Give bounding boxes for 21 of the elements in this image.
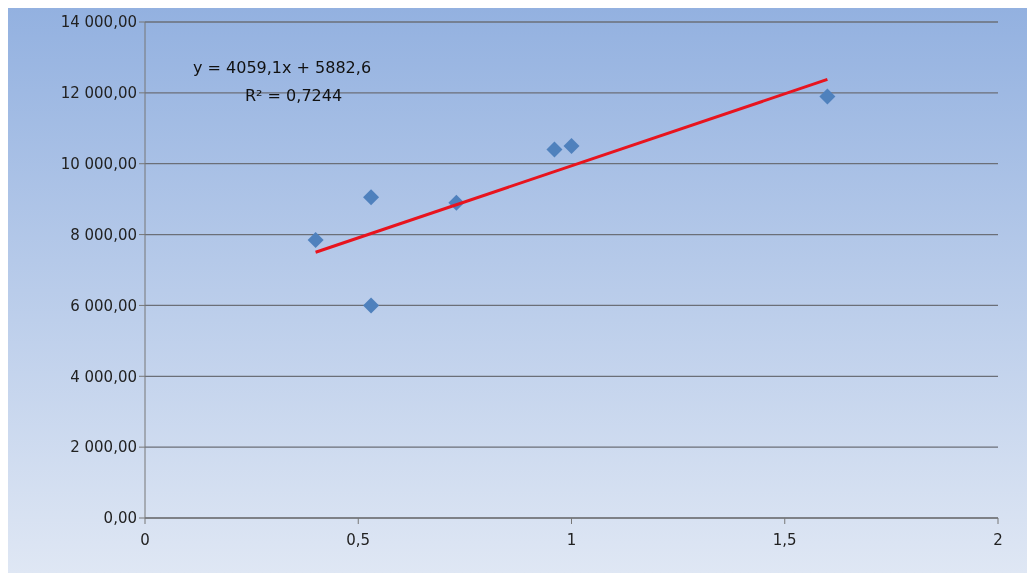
- point: [546, 141, 563, 158]
- y-tick-label: 4 000,00: [70, 367, 137, 386]
- y-tick-label: 0,00: [103, 509, 137, 528]
- point: [307, 231, 324, 248]
- point: [363, 297, 380, 314]
- y-tick-label: 10 000,00: [60, 155, 137, 174]
- y-tick-label: 6 000,00: [70, 296, 137, 315]
- annotation: y = 4059,1x + 5882,6: [193, 58, 372, 77]
- x-tick-label: 0: [140, 530, 150, 549]
- point: [363, 189, 380, 206]
- x-tick-label: 2: [993, 530, 1003, 549]
- x-tick-label: 0,5: [346, 530, 371, 549]
- y-tick-label: 8 000,00: [70, 225, 137, 244]
- point: [819, 88, 836, 105]
- annotation: R² = 0,7244: [245, 86, 343, 105]
- x-tick-label: 1,5: [772, 530, 797, 549]
- x-tick-label: 1: [566, 530, 577, 549]
- y-tick-label: 14 000,00: [60, 13, 137, 32]
- point: [563, 138, 580, 154]
- y-tick-label: 12 000,00: [60, 84, 137, 103]
- y-tick-label: 2 000,00: [70, 438, 137, 457]
